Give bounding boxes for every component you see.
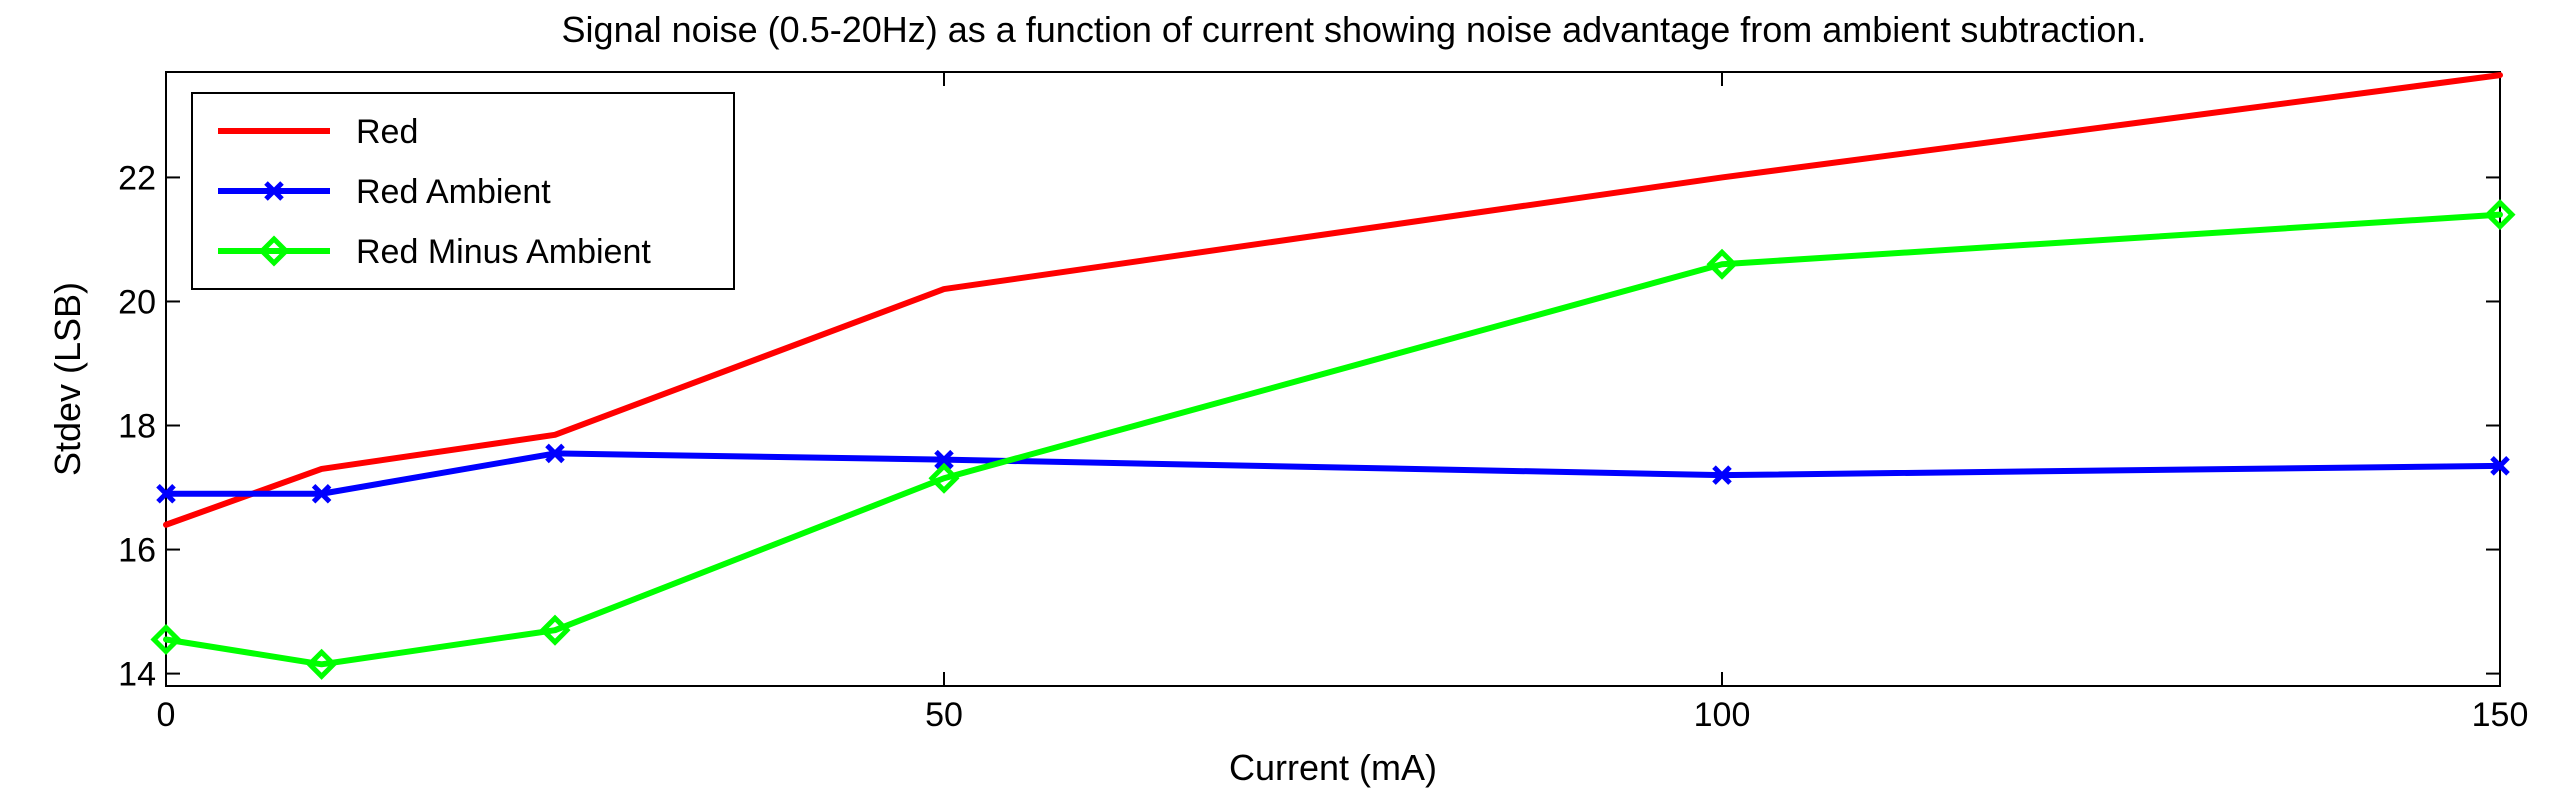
- y-tick-label: 22: [118, 159, 156, 197]
- legend-label: Red Minus Ambient: [356, 233, 651, 271]
- legend-item: Red: [218, 113, 418, 151]
- series-red-ambient: [156, 443, 2510, 504]
- chart-title: Signal noise (0.5-20Hz) as a function of…: [562, 9, 2147, 50]
- series-line: [163, 450, 2503, 497]
- y-axis-ticks: 14 16 18 20 22: [118, 159, 2500, 694]
- legend: Red Red Ambient Red Minus Ambient: [191, 92, 735, 290]
- data-point-marker: [2484, 199, 2516, 231]
- data-point-marker: [1712, 465, 1732, 485]
- data-point-marker: [539, 614, 571, 646]
- legend-label: Red: [356, 113, 418, 151]
- series-layer: [150, 72, 2516, 680]
- y-tick-label: 20: [118, 283, 156, 321]
- data-point-marker: [264, 181, 284, 201]
- y-tick-label: 14: [118, 656, 156, 694]
- series-red-minus-ambient: [150, 199, 2516, 680]
- series-line: [163, 72, 2503, 528]
- series-red: [163, 72, 2503, 528]
- data-point-marker: [306, 648, 338, 680]
- data-point-marker: [311, 483, 332, 504]
- data-point-marker: [258, 235, 290, 267]
- data-point-marker: [150, 623, 182, 656]
- legend-label: Red Ambient: [356, 173, 551, 211]
- x-axis-label: Current (mA): [1229, 747, 1437, 788]
- y-tick-label: 18: [118, 408, 156, 446]
- data-point-marker: [2490, 456, 2510, 476]
- data-point-marker: [928, 462, 960, 494]
- x-tick-label: 50: [925, 696, 963, 734]
- series-line: [163, 211, 2503, 668]
- legend-item: Red Minus Ambient: [218, 233, 651, 271]
- data-point-marker: [545, 443, 565, 464]
- x-tick-label: 0: [157, 696, 176, 734]
- y-axis-label: Stdev (LSB): [47, 282, 88, 476]
- y-tick-label: 16: [118, 532, 156, 570]
- data-point-marker: [1706, 248, 1738, 280]
- legend-item: Red Ambient: [218, 173, 551, 211]
- plot-area: [165, 71, 2501, 687]
- x-axis-ticks: 0 50 100 150: [157, 72, 2529, 734]
- x-tick-label: 100: [1694, 696, 1751, 734]
- data-point-marker: [156, 483, 176, 504]
- x-tick-label: 150: [2472, 696, 2529, 734]
- data-point-marker: [934, 449, 954, 470]
